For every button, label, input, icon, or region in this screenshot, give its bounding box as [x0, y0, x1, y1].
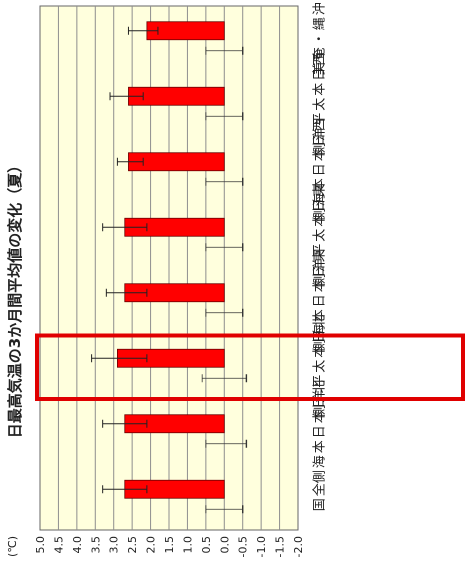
- svg-text:国: 国: [313, 498, 328, 511]
- svg-text:全: 全: [312, 483, 328, 496]
- axis-unit-label: (℃): [6, 536, 19, 557]
- svg-text:本: 本: [313, 309, 328, 322]
- tick-label: 3.5: [89, 536, 102, 554]
- category-label: 沖縄・奄美: [313, 2, 328, 75]
- tick-label: 4.0: [71, 536, 84, 554]
- svg-text:側: 側: [313, 143, 328, 156]
- labels: 5.0 4.5 4.0 3.5 3.0 2.5 2.0 1.5 1.0 0.5 0.0 -0.5 -1.…: [6, 2, 328, 557]
- svg-text:東: 東: [312, 184, 328, 197]
- error-bars: [91, 26, 248, 514]
- category-label: 全国: [312, 483, 328, 511]
- svg-text:海: 海: [313, 193, 328, 206]
- svg-text:美: 美: [313, 62, 328, 75]
- svg-text:平: 平: [313, 113, 328, 126]
- svg-text:沖: 沖: [313, 2, 328, 15]
- tick-label: 2.0: [145, 536, 158, 554]
- tick-label: 5.0: [34, 536, 47, 554]
- tick-label: -2.0: [292, 536, 305, 557]
- svg-text:日: 日: [313, 133, 328, 146]
- svg-text:日: 日: [313, 294, 328, 307]
- svg-text:本: 本: [313, 148, 328, 161]
- svg-text:平: 平: [313, 375, 328, 388]
- svg-text:奄: 奄: [313, 47, 328, 60]
- svg-text:側: 側: [313, 470, 328, 483]
- svg-text:側: 側: [313, 274, 328, 287]
- svg-text:太: 太: [313, 98, 328, 111]
- svg-text:本: 本: [313, 214, 328, 227]
- highlight-box: [35, 333, 465, 401]
- svg-text:・: ・: [313, 32, 328, 45]
- svg-text:西: 西: [313, 118, 328, 131]
- svg-text:太: 太: [313, 360, 328, 373]
- svg-text:側: 側: [313, 405, 328, 418]
- tick-label: 2.5: [126, 536, 139, 554]
- svg-text:本: 本: [313, 279, 328, 292]
- tick-label: 3.0: [108, 536, 121, 554]
- svg-text:西: 西: [313, 53, 328, 66]
- tick-label: -0.5: [237, 536, 250, 557]
- svg-text:洋: 洋: [313, 128, 328, 141]
- svg-text:本: 本: [313, 345, 328, 358]
- svg-text:縄: 縄: [313, 17, 328, 30]
- svg-text:側: 側: [313, 339, 328, 352]
- svg-text:本: 本: [313, 178, 328, 191]
- tick-label: -1.5: [274, 536, 287, 557]
- tick-label: 4.5: [52, 536, 65, 554]
- tick-label: 1.5: [163, 536, 176, 554]
- svg-text:北: 北: [313, 380, 328, 393]
- svg-text:日: 日: [313, 163, 328, 176]
- tick-label: 1.0: [181, 536, 194, 554]
- svg-text:海: 海: [313, 455, 328, 468]
- svg-text:洋: 洋: [313, 259, 328, 272]
- svg-text:本: 本: [313, 410, 328, 423]
- tick-label: 0.0: [218, 536, 231, 554]
- svg-text:側: 側: [313, 208, 328, 221]
- bar: [146, 21, 225, 41]
- svg-text:日: 日: [313, 264, 328, 277]
- svg-text:平: 平: [313, 244, 328, 257]
- svg-text:北: 北: [313, 315, 328, 328]
- svg-text:日: 日: [313, 68, 328, 81]
- svg-text:日: 日: [313, 199, 328, 212]
- tick-label: 0.5: [200, 536, 213, 554]
- svg-text:太: 太: [313, 229, 328, 242]
- tick-label: -1.0: [255, 536, 268, 557]
- svg-text:本: 本: [313, 83, 328, 96]
- svg-text:日: 日: [313, 425, 328, 438]
- svg-text:本: 本: [313, 440, 328, 453]
- svg-text:東: 東: [312, 249, 328, 262]
- bars: [117, 21, 225, 499]
- chart-title: 日最高気温の3か月間平均値の変化（夏）: [6, 158, 24, 438]
